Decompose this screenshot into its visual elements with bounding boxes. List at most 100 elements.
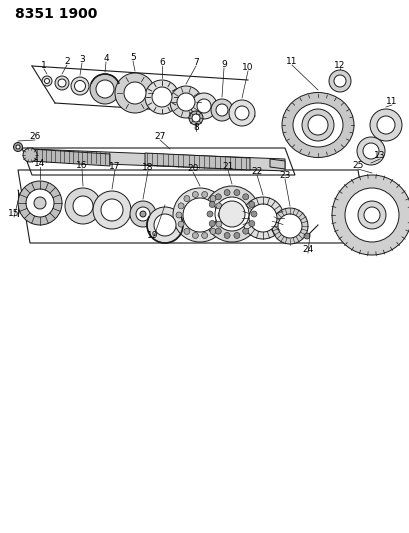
Text: 27: 27 (154, 132, 165, 141)
Circle shape (234, 106, 248, 120)
Circle shape (271, 208, 307, 244)
Text: 3: 3 (79, 54, 85, 63)
Ellipse shape (292, 103, 342, 147)
Text: 18: 18 (142, 163, 153, 172)
Text: 22: 22 (251, 166, 262, 175)
Circle shape (248, 221, 254, 227)
Text: 25: 25 (351, 160, 363, 169)
Circle shape (344, 188, 398, 242)
Text: 13: 13 (373, 150, 385, 159)
Circle shape (218, 212, 223, 218)
Text: 2: 2 (64, 56, 70, 66)
Circle shape (363, 207, 379, 223)
Circle shape (96, 80, 114, 98)
Circle shape (173, 188, 227, 242)
Circle shape (201, 191, 207, 198)
Circle shape (229, 100, 254, 126)
Circle shape (277, 214, 301, 238)
Circle shape (189, 111, 202, 125)
Circle shape (154, 214, 175, 236)
Circle shape (216, 104, 227, 116)
Circle shape (55, 76, 69, 90)
Circle shape (42, 76, 52, 86)
Circle shape (224, 232, 229, 238)
Circle shape (333, 75, 345, 87)
Text: 17: 17 (109, 161, 121, 171)
Polygon shape (270, 159, 284, 169)
Text: 23: 23 (279, 171, 290, 180)
Circle shape (248, 201, 254, 207)
Circle shape (209, 196, 216, 201)
Circle shape (93, 191, 131, 229)
Circle shape (209, 221, 215, 227)
Circle shape (301, 109, 333, 141)
Polygon shape (30, 149, 110, 166)
Text: 11: 11 (285, 56, 297, 66)
Text: 12: 12 (333, 61, 345, 69)
Circle shape (362, 143, 378, 159)
Circle shape (204, 186, 259, 242)
Circle shape (192, 232, 198, 238)
Circle shape (233, 190, 239, 196)
Circle shape (218, 201, 245, 227)
Circle shape (58, 79, 66, 87)
Text: 20: 20 (187, 164, 198, 173)
Text: 10: 10 (242, 62, 253, 71)
Circle shape (369, 109, 401, 141)
Circle shape (101, 199, 123, 221)
Text: 21: 21 (222, 161, 233, 171)
Text: 14: 14 (34, 158, 45, 167)
Circle shape (209, 229, 216, 235)
Circle shape (242, 194, 248, 200)
Circle shape (216, 221, 221, 227)
Circle shape (224, 190, 229, 196)
Text: 8: 8 (193, 123, 198, 132)
Circle shape (250, 211, 256, 217)
Circle shape (18, 181, 62, 225)
Circle shape (177, 93, 195, 111)
Text: 19: 19 (147, 230, 158, 239)
Circle shape (201, 232, 207, 238)
Circle shape (233, 232, 239, 238)
Circle shape (145, 80, 179, 114)
Text: 15: 15 (8, 208, 20, 217)
Text: 1: 1 (41, 61, 47, 69)
Polygon shape (30, 149, 284, 171)
Circle shape (192, 191, 198, 198)
Circle shape (147, 207, 182, 243)
Circle shape (331, 175, 409, 255)
Circle shape (216, 203, 221, 209)
Text: 5: 5 (130, 52, 135, 61)
Circle shape (184, 196, 189, 201)
Circle shape (139, 211, 146, 217)
Text: 9: 9 (220, 60, 226, 69)
Text: 11: 11 (385, 96, 397, 106)
Circle shape (182, 198, 216, 232)
Circle shape (207, 211, 213, 217)
Circle shape (178, 221, 184, 227)
Circle shape (307, 115, 327, 135)
Circle shape (170, 86, 202, 118)
Circle shape (90, 74, 120, 104)
Circle shape (242, 228, 248, 234)
Circle shape (65, 188, 101, 224)
Circle shape (26, 189, 54, 217)
Circle shape (248, 204, 276, 232)
Circle shape (196, 99, 211, 113)
Circle shape (356, 137, 384, 165)
Circle shape (115, 73, 155, 113)
Circle shape (175, 212, 182, 218)
Circle shape (74, 80, 85, 92)
Text: 7: 7 (193, 58, 198, 67)
Circle shape (303, 233, 309, 239)
Circle shape (241, 197, 283, 239)
Circle shape (45, 78, 49, 84)
Circle shape (73, 196, 93, 216)
Text: 26: 26 (29, 132, 40, 141)
Circle shape (209, 201, 215, 207)
Circle shape (184, 229, 189, 235)
Circle shape (215, 228, 221, 234)
Circle shape (214, 197, 248, 231)
Circle shape (23, 148, 37, 162)
Circle shape (13, 142, 22, 151)
